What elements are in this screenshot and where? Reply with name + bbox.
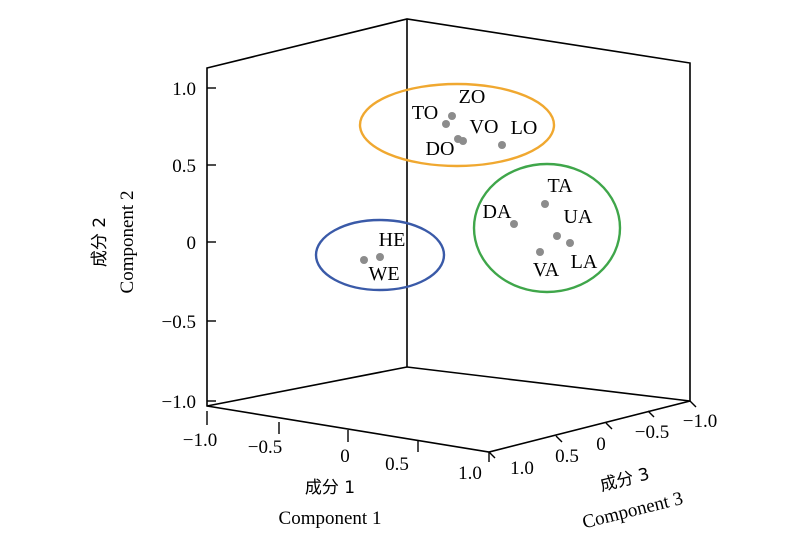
z-tick-label: 0 <box>596 434 606 455</box>
y-tick-label: 1.0 <box>172 79 196 100</box>
x-tick-label: 1.0 <box>458 463 482 484</box>
y-axis: 1.0 0.5 0 −0.5 −1.0 成分 2 Component 2 <box>90 79 216 413</box>
x-tick-label: −0.5 <box>248 437 282 458</box>
clusters <box>314 82 622 294</box>
z-tick-label: −1.0 <box>683 411 717 432</box>
x-axis-label-en: Component 1 <box>279 508 382 529</box>
point-label-he: HE <box>379 229 406 251</box>
x-tick-label: −1.0 <box>183 430 217 451</box>
x-tick-label: 0 <box>340 446 350 467</box>
z-axis-label-cn: 成分 3 <box>598 464 652 496</box>
point-label-ua: UA <box>564 206 593 228</box>
data-point-lo <box>498 141 506 149</box>
point-label-ta: TA <box>547 175 573 197</box>
point-label-la: LA <box>571 251 598 273</box>
x-axis-label-cn: 成分 1 <box>305 478 355 498</box>
y-tick-label: −0.5 <box>162 312 196 333</box>
z-axis-label-en: Component 3 <box>580 488 685 533</box>
floor-left-edge <box>206 366 408 407</box>
data-point-to <box>442 120 450 128</box>
cluster-ellipse-green <box>472 162 622 294</box>
data-point-va <box>536 248 544 256</box>
data-point-we <box>360 256 368 264</box>
point-label-zo: ZO <box>459 86 486 108</box>
data-point-da <box>510 220 518 228</box>
x-tick-label: 0.5 <box>385 454 409 475</box>
points-layer: TO ZO VO DO LO TA DA UA LA VA HE WE <box>360 86 598 285</box>
data-point-la <box>566 239 574 247</box>
x-axis: −1.0 −0.5 0 0.5 1.0 成分 1 Component 1 <box>183 411 490 529</box>
z-axis: 1.0 0.5 0 −0.5 −1.0 成分 3 Component 3 <box>488 400 717 533</box>
point-label-we: WE <box>368 263 399 285</box>
data-point-zo <box>448 112 456 120</box>
y-tick-label: 0.5 <box>172 156 196 177</box>
point-label-da: DA <box>483 201 512 223</box>
data-point-ua <box>553 232 561 240</box>
y-axis-label-cn: 成分 2 <box>90 217 110 267</box>
z-tick-label: 1.0 <box>510 458 534 479</box>
data-point-he <box>376 253 384 261</box>
point-label-lo: LO <box>511 117 538 139</box>
point-label-do: DO <box>426 138 455 160</box>
z-tick-label: −0.5 <box>635 422 669 443</box>
point-label-vo: VO <box>470 116 499 138</box>
cluster-ellipse-blue <box>314 218 446 292</box>
z-tick-label: 0.5 <box>555 446 579 467</box>
floor-right-edge <box>406 366 691 402</box>
point-label-to: TO <box>412 102 438 124</box>
y-axis-label-en: Component 2 <box>117 191 138 294</box>
point-label-va: VA <box>533 259 560 281</box>
cluster-ellipse-orange <box>358 82 556 168</box>
data-point-ta <box>541 200 549 208</box>
y-tick-label: −1.0 <box>162 392 196 413</box>
y-tick-label: 0 <box>187 233 197 254</box>
data-point-do <box>459 137 467 145</box>
